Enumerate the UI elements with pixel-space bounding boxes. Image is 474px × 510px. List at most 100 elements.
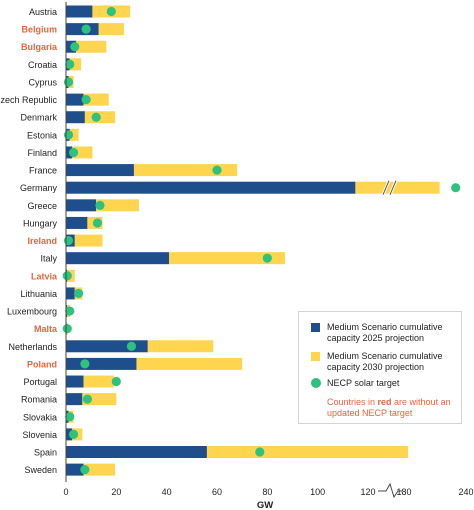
bar-2030-greece (96, 199, 139, 212)
bar-2025-austria (66, 5, 93, 18)
category-label-bulgaria: Bulgaria (21, 42, 58, 52)
category-label-malta: Malta (34, 324, 58, 334)
bar-2030-poland (136, 357, 243, 370)
bar-2030-finland (72, 146, 93, 159)
x-axis-label: GW (257, 500, 273, 510)
bar-2030-italy (169, 252, 285, 265)
legend-label-target: NECP solar target (327, 378, 400, 388)
category-label-portugal: Portugal (23, 377, 57, 387)
category-label-finland: Finland (27, 148, 57, 158)
legend-item-target: NECP solar target (311, 378, 459, 389)
target-dot-sweden (80, 465, 90, 475)
bar-2030-ireland (74, 234, 103, 247)
legend-note: Countries in red are without an updated … (327, 397, 457, 419)
x-tick-label-100: 100 (310, 487, 325, 497)
bar-break-mark-0 (382, 180, 390, 195)
bar-2030-bulgaria (76, 40, 107, 53)
x-tick-label-0: 0 (63, 487, 68, 497)
legend-note-suffix: are without an updated NECP target (327, 397, 451, 418)
target-dot-czech-republic (81, 95, 91, 105)
category-label-germany: Germany (20, 183, 58, 193)
x-tick-label-240: 240 (458, 487, 473, 497)
bar-2030-france (133, 164, 238, 177)
target-dot-belgium (81, 24, 91, 34)
bar-2030-spain (206, 446, 409, 458)
target-dot-malta (62, 324, 72, 334)
legend-note-red: red (377, 397, 392, 407)
legend-dot-target (311, 378, 321, 388)
target-dot-germany (451, 183, 461, 193)
bar-2030-portugal (83, 375, 114, 388)
category-label-france: France (29, 166, 57, 176)
target-dot-lithuania (73, 288, 84, 299)
category-label-cyprus: Cyprus (28, 77, 57, 87)
category-label-austria: Austria (29, 7, 57, 17)
bar-2030-croatia (69, 58, 82, 71)
bar-2025-france (66, 164, 134, 177)
target-dot-slovenia (68, 429, 79, 439)
bar-2025-poland (66, 357, 137, 370)
legend: Medium Scenario cumulative capacity 2025… (298, 311, 462, 424)
category-label-czech-republic: Czech Republic (0, 95, 57, 105)
x-tick-label-60: 60 (212, 487, 222, 497)
legend-item-2030: Medium Scenario cumulative capacity 2030… (311, 351, 459, 373)
bar-2025-romania (66, 393, 83, 406)
bar-break-mark-1 (389, 180, 397, 195)
target-dot-finland (68, 147, 79, 158)
target-dot-cyprus (63, 77, 74, 87)
bar-2025-denmark (66, 111, 85, 124)
x-tick-label-20: 20 (111, 487, 121, 497)
bar-2025-sweden (66, 463, 84, 476)
legend-label-2030: Medium Scenario cumulative capacity 2030… (327, 351, 443, 372)
target-dot-romania (82, 394, 92, 404)
bar-2025-italy (66, 252, 170, 265)
target-dot-hungary (92, 218, 103, 228)
bar-2030-germany (355, 181, 440, 194)
target-dot-luxembourg (65, 306, 75, 316)
target-dot-croatia (65, 59, 75, 69)
bar-2025-czech-republic (66, 93, 84, 106)
category-label-sweden: Sweden (24, 465, 57, 475)
target-dot-estonia (63, 130, 74, 140)
bar-2030-czech-republic (83, 93, 109, 106)
x-tick-label-120: 120 (360, 487, 375, 497)
bar-2030-belgium (98, 23, 124, 36)
bar-2025-hungary (66, 216, 88, 229)
category-label-slovakia: Slovakia (23, 412, 57, 422)
target-dot-latvia (62, 271, 72, 281)
legend-swatch-2030 (311, 352, 320, 361)
category-label-denmark: Denmark (20, 113, 57, 123)
category-label-slovenia: Slovenia (22, 430, 57, 440)
category-label-greece: Greece (27, 201, 57, 211)
target-dot-portugal (111, 376, 121, 387)
x-tick-label-80: 80 (262, 487, 272, 497)
category-label-netherlands: Netherlands (8, 342, 57, 352)
legend-swatch-2025 (311, 323, 320, 332)
category-label-italy: Italy (40, 254, 57, 264)
category-label-romania: Romania (21, 395, 57, 405)
category-label-poland: Poland (27, 359, 57, 369)
x-axis-break-mark (378, 482, 402, 499)
category-label-lithuania: Lithuania (20, 289, 57, 299)
category-label-spain: Spain (34, 448, 57, 458)
legend-item-2025: Medium Scenario cumulative capacity 2025… (311, 322, 459, 344)
target-dot-ireland (63, 235, 74, 246)
bar-2030-netherlands (147, 340, 214, 353)
bar-2025-lithuania (66, 287, 75, 300)
target-dot-france (212, 165, 222, 175)
target-dot-greece (95, 200, 105, 210)
target-dot-austria (106, 6, 116, 17)
target-dot-bulgaria (70, 42, 80, 52)
legend-note-prefix: Countries in (327, 397, 378, 407)
bar-2025-germany (66, 181, 356, 194)
bar-2030-sweden (83, 463, 116, 476)
target-dot-netherlands (126, 341, 137, 351)
target-dot-slovakia (65, 412, 75, 422)
legend-label-2025: Medium Scenario cumulative capacity 2025… (327, 322, 443, 343)
target-dot-denmark (91, 112, 101, 122)
target-dot-poland (80, 359, 90, 369)
category-label-estonia: Estonia (27, 130, 57, 140)
bar-2025-spain (66, 446, 207, 458)
bar-2025-greece (66, 199, 97, 212)
